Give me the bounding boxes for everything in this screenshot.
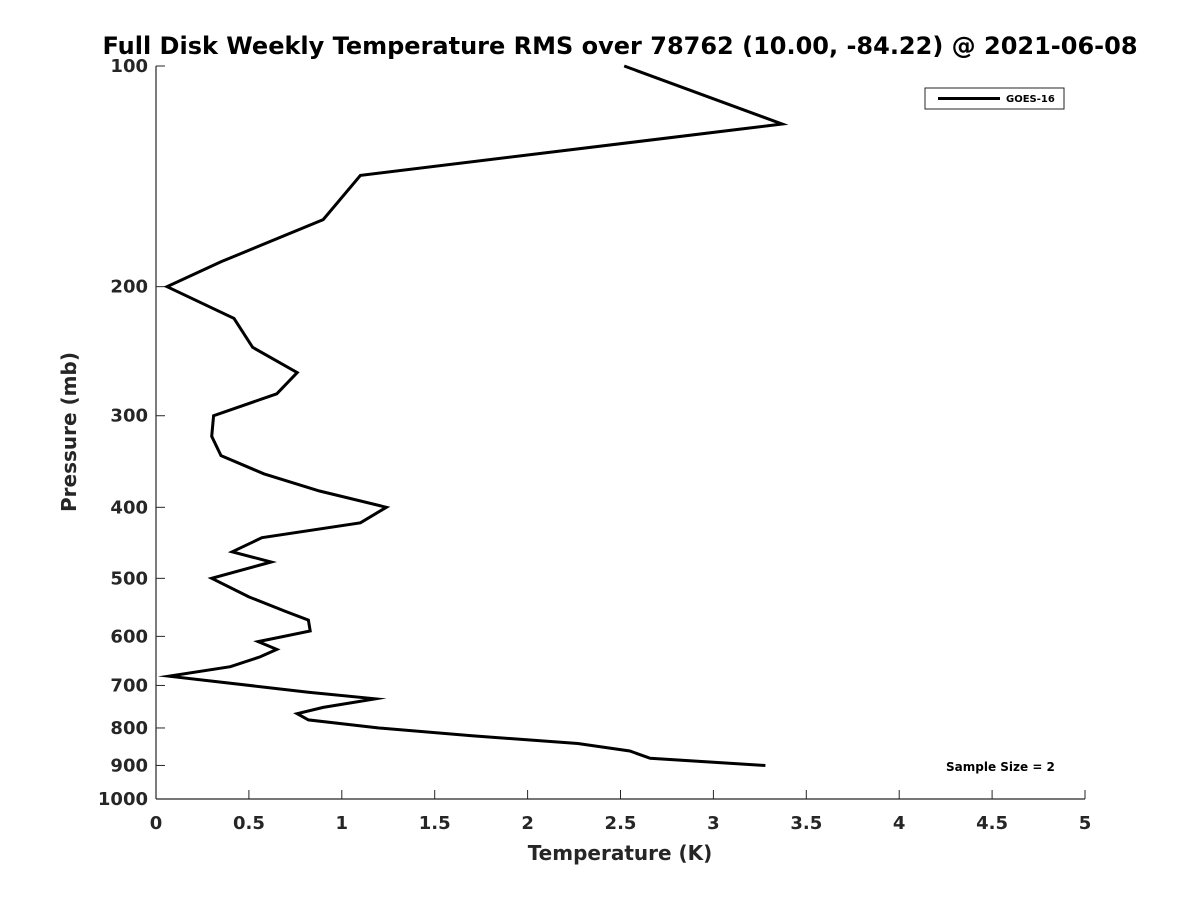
y-ticks: 100 200 300 400 500 600 700 800 900 1000: [98, 56, 165, 810]
y-axis-label: Pressure (mb): [57, 352, 81, 512]
chart-title: Full Disk Weekly Temperature RMS over 78…: [102, 32, 1137, 60]
x-tick-label: 3.5: [790, 813, 822, 834]
y-tick-label: 300: [110, 406, 148, 427]
y-tick-label: 200: [110, 277, 148, 298]
x-tick-label: 4: [893, 813, 906, 834]
y-tick-label: 500: [110, 568, 148, 589]
y-tick-label: 1000: [98, 789, 148, 810]
x-tick-label: 3: [707, 813, 720, 834]
x-ticks: 0 0.5 1 1.5 2 2.5 3 3.5 4 4.5 5: [150, 790, 1092, 834]
y-tick-label: 600: [110, 626, 148, 647]
y-tick-label: 400: [110, 497, 148, 518]
axes: [155, 66, 1085, 800]
x-tick-label: 2.5: [605, 813, 637, 834]
x-tick-label: 0: [150, 813, 163, 834]
x-axis-label: Temperature (K): [528, 841, 713, 865]
x-tick-label: 5: [1079, 813, 1092, 834]
y-tick-label: 800: [110, 718, 148, 739]
legend: GOES-16: [924, 87, 1065, 110]
y-tick-label: 900: [110, 755, 148, 776]
x-tick-label: 4.5: [976, 813, 1008, 834]
sample-size-annotation: Sample Size = 2: [946, 760, 1055, 774]
x-tick-label: 1: [336, 813, 349, 834]
legend-label-goes-16: GOES-16: [1006, 94, 1055, 105]
x-tick-label: 2: [521, 813, 534, 834]
y-tick-label: 700: [110, 675, 148, 696]
x-tick-label: 0.5: [233, 813, 265, 834]
series-line-goes-16: [157, 64, 789, 767]
series-layer: [157, 64, 789, 767]
x-tick-label: 1.5: [419, 813, 451, 834]
y-tick-label: 100: [110, 56, 148, 77]
